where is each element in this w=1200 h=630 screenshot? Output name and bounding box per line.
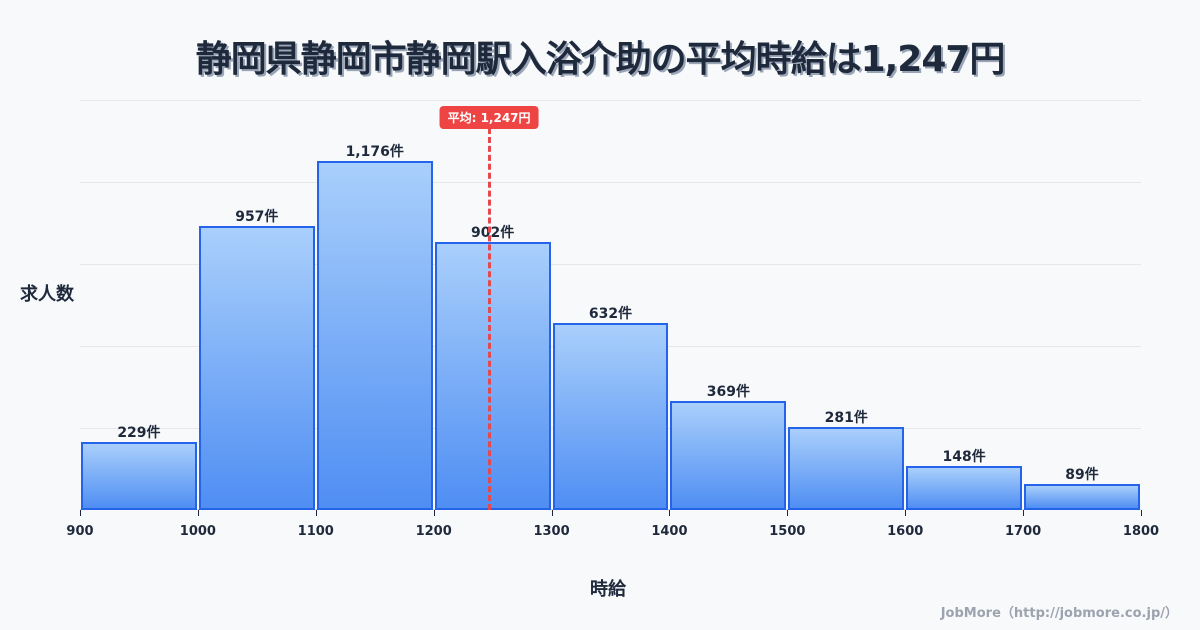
x-tick — [433, 510, 435, 516]
x-tick-label: 1700 — [1005, 524, 1042, 539]
histogram-bar — [198, 226, 315, 510]
x-tick-label: 1800 — [1122, 524, 1160, 539]
x-tick-label: 1600 — [887, 524, 924, 539]
gridline — [80, 182, 1141, 183]
average-line — [487, 128, 491, 510]
x-tick — [551, 510, 553, 516]
x-tick — [315, 510, 317, 516]
x-axis-label: 時給 — [590, 579, 626, 600]
histogram-bar — [670, 400, 787, 510]
bar-value-label: 148件 — [942, 449, 986, 466]
x-tick-label: 1100 — [297, 524, 334, 539]
y-axis-label: 求人数 — [20, 284, 74, 305]
x-tick — [669, 510, 671, 516]
x-tick-label: 1500 — [769, 524, 806, 539]
bar-value-label: 369件 — [706, 383, 750, 400]
histogram-bar — [1024, 483, 1140, 510]
gridline — [80, 264, 1141, 265]
x-tick — [1023, 510, 1025, 516]
average-badge: 平均: 1,247円 — [439, 106, 539, 129]
x-tick-label: 1300 — [533, 524, 570, 539]
histogram-bar — [552, 322, 669, 510]
x-tick-label: 900 — [66, 524, 94, 539]
x-tick — [1141, 510, 1142, 516]
histogram-bar — [906, 466, 1023, 510]
bar-value-label: 632件 — [588, 305, 633, 322]
x-tick — [197, 510, 199, 516]
gridline — [80, 100, 1141, 101]
x-tick — [905, 510, 907, 516]
x-tick-label: 1200 — [415, 524, 452, 539]
bar-value-label: 902件 — [470, 225, 515, 242]
bar-value-label: 281件 — [824, 409, 868, 426]
bar-value-label: 229件 — [117, 425, 161, 442]
histogram-bar — [81, 442, 197, 510]
bar-value-label: 957件 — [235, 209, 279, 226]
histogram-plot: 229件 957件 1,176件 902件 632件 369件 281件 148件 89件 900… — [66, 100, 1159, 539]
chart-title: 静岡県静岡市静岡駅入浴介助の平均時給は1,247円 — [195, 39, 1006, 80]
x-tick-label: 1400 — [651, 524, 688, 539]
histogram-bar — [434, 242, 551, 510]
bar-value-label: 1,176件 — [345, 144, 404, 161]
x-tick-label: 1000 — [179, 524, 216, 539]
x-tick — [80, 510, 81, 516]
histogram-bar — [316, 161, 433, 510]
x-tick — [787, 510, 789, 516]
histogram-bar — [788, 426, 905, 510]
bar-value-label: 89件 — [1065, 466, 1099, 483]
source-credit: JobMore（http://jobmore.co.jp/） — [940, 606, 1178, 621]
